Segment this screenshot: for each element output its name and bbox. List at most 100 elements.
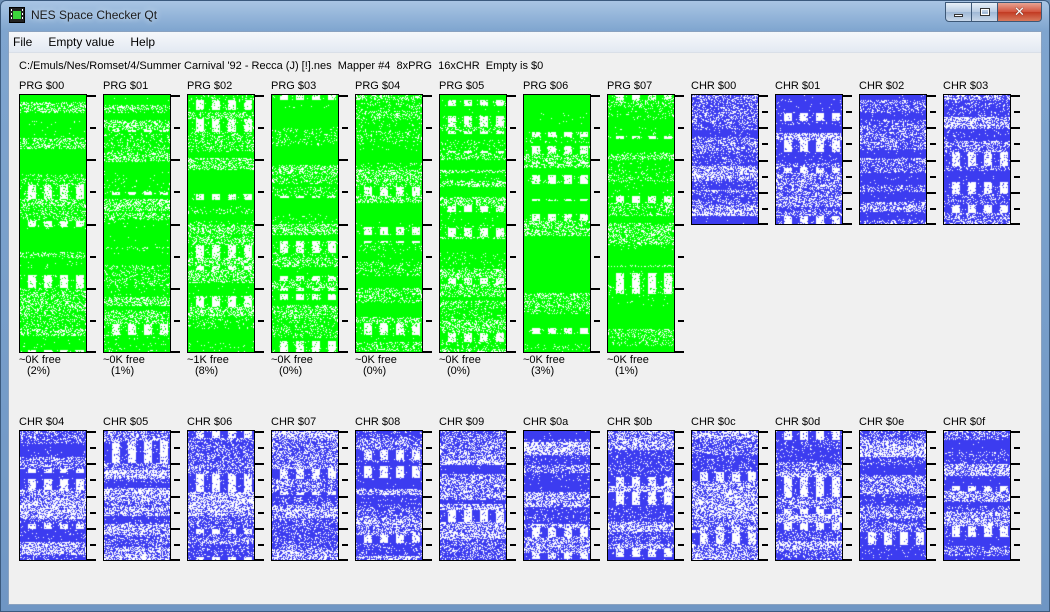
chr-bank-label: CHR $0b <box>607 416 653 428</box>
scale-tick <box>842 192 852 194</box>
scale-tick <box>506 431 516 433</box>
scale-tick <box>342 447 348 449</box>
scale-tick <box>342 256 348 258</box>
scale-tick <box>174 256 180 258</box>
scale-tick <box>842 496 852 498</box>
scale-tick <box>254 351 264 353</box>
scale-tick <box>590 463 600 465</box>
scale-tick <box>678 191 684 193</box>
scale-tick <box>510 256 516 258</box>
prg-free-space: ~0K free <box>607 354 649 366</box>
scale-tick <box>758 127 768 129</box>
scale-tick <box>254 496 264 498</box>
scale-tick <box>258 544 264 546</box>
scale-tick <box>86 463 96 465</box>
scale-tick <box>674 463 684 465</box>
scale-tick <box>422 288 432 290</box>
prg-bank: PRG $03 ~0K free (0%) <box>271 80 353 397</box>
scale-tick <box>506 559 516 561</box>
scale-tick <box>338 224 348 226</box>
scale-tick <box>842 160 852 162</box>
scale-tick <box>258 320 264 322</box>
chr-bank-label: CHR $0e <box>859 416 905 428</box>
scale-tick <box>762 479 768 481</box>
chr-bank: CHR $0a <box>523 416 605 605</box>
scale-tick <box>90 479 96 481</box>
scale-tick <box>90 191 96 193</box>
menu-help[interactable]: Help <box>130 35 156 49</box>
menu-empty-value[interactable]: Empty value <box>48 35 115 49</box>
maximize-button[interactable] <box>972 2 998 22</box>
prg-free-percent: (8%) <box>195 365 219 377</box>
chr-bank-map <box>691 94 759 225</box>
scale-tick <box>506 159 516 161</box>
scale-tick <box>338 351 348 353</box>
scale-tick <box>678 544 684 546</box>
scale-tick <box>174 447 180 449</box>
scale-tick <box>926 223 936 225</box>
scale-tick <box>338 288 348 290</box>
scale-tick <box>506 288 516 290</box>
scale-tick <box>86 431 96 433</box>
prg-free-percent: (1%) <box>615 365 639 377</box>
scale-tick <box>90 512 96 514</box>
scale-tick <box>422 528 432 530</box>
chr-bank-label: CHR $0a <box>523 416 569 428</box>
rom-path: C:/Emuls/Nes/Romset/4/Summer Carnival '9… <box>19 60 332 72</box>
scale-tick <box>930 479 936 481</box>
mapper-info: Mapper #4 <box>337 60 391 72</box>
scale-tick <box>594 320 600 322</box>
scale-tick <box>846 544 852 546</box>
chr-bank: CHR $06 <box>187 416 269 605</box>
scale-tick <box>846 111 852 113</box>
scale-tick <box>758 463 768 465</box>
scale-tick <box>842 431 852 433</box>
scale-tick <box>590 559 600 561</box>
chr-bank-map <box>943 94 1011 225</box>
prg-bank: PRG $07 ~0K free (1%) <box>607 80 689 397</box>
scale-tick <box>926 192 936 194</box>
prg-free-percent: (1%) <box>111 365 135 377</box>
caption-buttons: ✕ <box>945 2 1042 22</box>
scale-tick <box>1014 544 1020 546</box>
prg-free-percent: (0%) <box>447 365 471 377</box>
minimize-button[interactable] <box>945 2 972 22</box>
menu-file[interactable]: File <box>13 35 33 49</box>
chr-bank: CHR $0e <box>859 416 941 605</box>
chr-bank: CHR $0f <box>943 416 1025 605</box>
scale-tick <box>426 191 432 193</box>
scale-tick <box>90 256 96 258</box>
chr-bank: CHR $03 <box>943 80 1025 269</box>
scale-tick <box>338 159 348 161</box>
scale-tick <box>930 544 936 546</box>
scale-tick <box>86 351 96 353</box>
chr-bank-label: CHR $0f <box>943 416 986 428</box>
chr-bank-label: CHR $00 <box>691 80 737 92</box>
scale-tick <box>926 496 936 498</box>
prg-bank-label: PRG $00 <box>19 80 65 92</box>
rom-info-line: C:/Emuls/Nes/Romset/4/Summer Carnival '9… <box>19 60 543 72</box>
scale-tick <box>594 127 600 129</box>
scale-tick <box>846 208 852 210</box>
prg-free-space: ~0K free <box>103 354 145 366</box>
scale-tick <box>674 159 684 161</box>
title-bar[interactable]: NES Space Checker Qt ✕ <box>1 1 1049 31</box>
prg-free-percent: (3%) <box>531 365 555 377</box>
scale-tick <box>174 479 180 481</box>
scale-tick <box>86 95 96 97</box>
prg-bank-map <box>523 94 591 353</box>
prg-bank-map <box>271 94 339 353</box>
scale-tick <box>254 463 264 465</box>
scale-tick <box>510 447 516 449</box>
scale-tick <box>678 256 684 258</box>
menu-bar: File Empty value Help <box>9 32 1041 53</box>
prg-bank-label: PRG $04 <box>355 80 401 92</box>
minimize-icon <box>954 14 963 17</box>
scale-tick <box>674 288 684 290</box>
prg-bank-map <box>19 94 87 353</box>
close-button[interactable]: ✕ <box>998 2 1042 22</box>
chr-bank-label: CHR $08 <box>355 416 401 428</box>
scale-tick <box>674 224 684 226</box>
scale-tick <box>1010 463 1020 465</box>
scale-tick <box>590 288 600 290</box>
